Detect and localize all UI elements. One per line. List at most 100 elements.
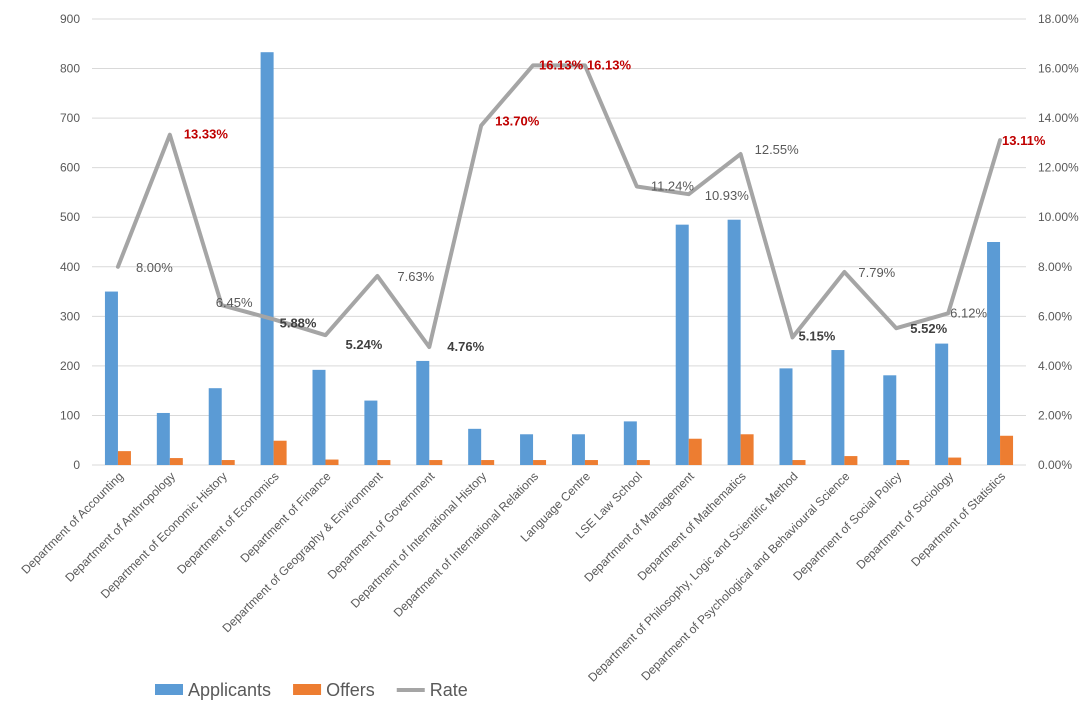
left-axis-tick-label: 200 [60,359,80,373]
offers-bar [481,460,495,465]
offers-bar [948,457,962,465]
offers-bar [740,434,754,465]
rate-data-label: 6.12% [950,305,987,320]
category-label: Department of Anthropology [62,469,178,585]
applicants-bar [623,421,637,465]
offers-bar [896,460,910,465]
bar-series [104,52,1014,466]
rate-point [117,266,119,268]
left-axis-ticks: 0 100 200 300 400 500 600 700 800 900 [60,12,80,472]
rate-data-label: 8.00% [136,260,173,275]
left-axis-tick-label: 700 [60,111,80,125]
rate-point [843,271,845,273]
offers-bar [533,460,547,465]
right-axis-tick-label: 8.00% [1038,260,1072,274]
offers-bar [844,456,858,465]
offers-bar [169,458,183,465]
left-axis-tick-label: 0 [73,458,80,472]
applicants-bar [831,350,845,465]
rate-point [792,336,793,338]
left-axis-tick-label: 400 [60,260,80,274]
category-label: Department of Sociology [853,469,956,572]
rate-point [895,327,897,329]
left-axis-tick-label: 600 [60,161,80,175]
rate-data-label: 13.33% [184,127,229,142]
offers-bar [117,451,131,465]
category-label: Department of Economics [174,469,282,577]
rate-line-series [115,63,1003,350]
applicants-bar [727,219,741,465]
gridlines [92,18,1026,466]
applicants-bar [520,434,534,465]
rate-point [221,304,223,306]
category-label: Department of Mathematics [635,469,749,583]
right-axis-tick-label: 2.00% [1038,408,1072,422]
category-label: Department of Accounting [19,469,127,577]
offers-bar [377,460,391,465]
applicants-bar [883,375,897,465]
right-axis-tick-label: 6.00% [1038,309,1072,323]
offers-bar [221,460,235,465]
rate-point [532,64,534,66]
rate-data-label: 10.93% [705,188,750,203]
applicants-bar [156,412,170,465]
applicants-bar [364,400,378,465]
left-axis-tick-label: 500 [60,210,80,224]
offers-bar [273,440,287,465]
applicants-bar [208,388,222,465]
applicants-bar [312,369,326,465]
applicants-bar [260,52,274,466]
right-axis-tick-label: 16.00% [1038,62,1079,76]
rate-point [999,139,1001,141]
applicants-bar [416,360,430,465]
legend: Applicants Offers Rate [155,680,468,700]
rate-point [376,275,378,277]
applicants-bar [104,291,118,465]
rate-data-label: 5.24% [346,337,383,352]
rate-data-label: 6.45% [216,295,253,310]
rate-data-label: 7.79% [858,265,895,280]
offers-bar [584,460,598,465]
rate-data-label: 11.24% [651,178,695,193]
offers-bar [792,460,806,465]
rate-data-label: 16.13% [539,57,584,72]
left-axis-tick-label: 800 [60,62,80,76]
rate-data-label: 4.76% [447,339,484,354]
legend-label: Offers [326,680,375,700]
rate-data-label: 7.63% [397,269,434,284]
applicants-bar [675,224,689,465]
applicants-bar [468,428,482,465]
rate-data-label: 5.15% [799,328,836,343]
rate-point [480,125,482,127]
offers-bar [429,460,443,465]
rate-data-label: 16.13% [587,57,632,72]
category-label: Department of Social Policy [790,469,904,583]
left-axis-tick-label: 100 [60,408,80,422]
rate-data-labels: 8.00% 13.33% 6.45% 5.88% 5.24% 7.63% 4.76% 13.7… [136,57,1046,354]
right-axis-ticks: 0.00% 2.00% 4.00% 6.00% 8.00% 10.00% 12.00% 14.… [1038,12,1079,472]
rate-point [325,334,326,336]
rate-point [584,64,586,66]
applicants-bar [935,343,949,465]
rate-point [740,153,742,155]
category-label: Department of Government [325,469,438,582]
offers-bar [1000,435,1014,465]
rate-point [428,346,430,348]
rate-point [947,312,949,314]
rate-data-label: 12.55% [755,142,800,157]
applicants-bar [571,434,585,465]
rate-data-label: 5.88% [280,315,317,330]
category-label: Department of Statistics [908,469,1008,569]
rate-data-label: 13.11% [1002,133,1046,148]
right-axis-tick-label: 14.00% [1038,111,1079,125]
right-axis-tick-label: 10.00% [1038,210,1079,224]
rate-point [273,318,275,320]
legend-label: Rate [430,680,468,700]
legend-swatch [155,684,183,695]
legend-swatch [293,684,322,695]
rate-data-label: 5.52% [910,321,947,336]
right-axis-tick-label: 4.00% [1038,359,1072,373]
rate-line [115,63,1003,350]
applicants-bar [779,368,793,465]
